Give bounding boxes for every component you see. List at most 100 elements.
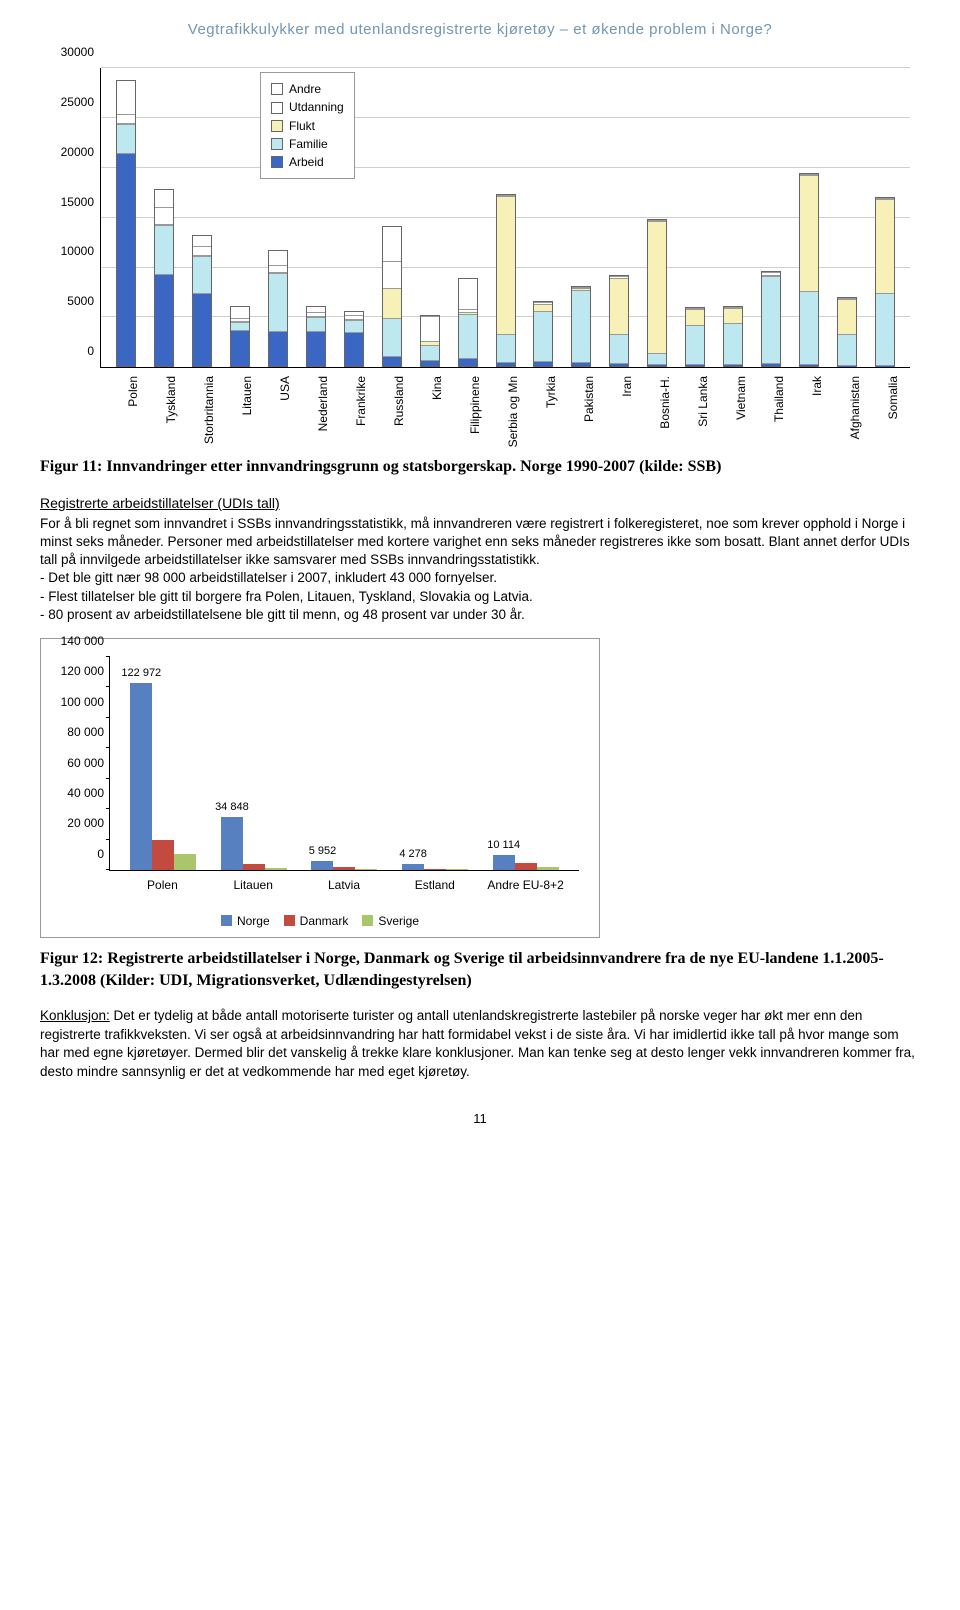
chart2-legend-item: Danmark <box>284 913 349 929</box>
chart1-bar <box>458 278 478 368</box>
chart1-bar <box>609 275 629 368</box>
page-header: Vegtrafikkulykker med utenlandsregistrer… <box>40 20 920 40</box>
udi-para1: For å bli regnet som innvandret i SSBs i… <box>40 516 910 567</box>
konklusjon-label: Konklusjon: <box>40 1008 110 1023</box>
chart1-bar <box>420 315 440 367</box>
chart1-bar <box>723 306 743 367</box>
chart2-xlabel: Estland <box>389 877 480 893</box>
chart1-xlabel: Iran <box>600 370 638 448</box>
chart2-bar <box>424 869 446 870</box>
chart2-legend: Norge Danmark Sverige <box>41 913 599 929</box>
chart2-bar <box>355 869 377 870</box>
chart2-xlabel: Andre EU-8+2 <box>480 877 571 893</box>
chart1: 050001000015000200002500030000 PolenTysk… <box>40 58 920 448</box>
chart2-ytick: 120 000 <box>50 663 104 679</box>
udi-title: Registrerte arbeidstillatelser (UDIs tal… <box>40 494 920 513</box>
chart1-xlabel: Bosnia-H. <box>638 370 676 448</box>
chart1-xlabel: Litauen <box>220 370 258 448</box>
chart1-bar <box>344 311 364 367</box>
chart1-bar <box>382 226 402 368</box>
chart2-group: 34 848 <box>209 657 300 870</box>
chart1-xlabel: Polen <box>106 370 144 448</box>
chart1-bar <box>306 306 326 367</box>
chart1-xlabel: Sri Lanka <box>676 370 714 448</box>
chart2-ytick: 20 000 <box>50 815 104 831</box>
chart2: 020 00040 00060 00080 000100 000120 0001… <box>40 638 600 938</box>
chart2-value-label: 5 952 <box>309 844 337 861</box>
chart2-ytick: 60 000 <box>50 754 104 770</box>
chart1-ytick: 20000 <box>46 144 94 160</box>
chart1-bar <box>192 235 212 368</box>
chart1-bar <box>533 301 553 367</box>
chart1-bar <box>116 80 136 367</box>
chart1-legend: AndreUtdanningFluktFamilieArbeid <box>260 72 355 179</box>
chart1-bar <box>685 307 705 367</box>
chart2-bar <box>333 867 355 870</box>
chart2-group: 5 952 <box>299 657 390 870</box>
chart1-xlabel: Storbritannia <box>182 370 220 448</box>
chart1-ytick: 0 <box>46 343 94 359</box>
chart1-xlabel: Serbia og Mn <box>486 370 524 448</box>
chart1-bar <box>268 250 288 368</box>
chart1-xlabel: Tyskland <box>144 370 182 448</box>
chart1-xlabel: Thailand <box>752 370 790 448</box>
fig12-caption: Figur 12: Registrerte arbeidstillatelser… <box>40 948 920 991</box>
chart2-ytick: 140 000 <box>50 633 104 649</box>
chart2-bar <box>152 840 174 870</box>
chart1-xlabel: Irak <box>790 370 828 448</box>
chart2-bar: 34 848 <box>221 817 243 870</box>
chart2-bar <box>537 867 559 870</box>
chart1-bar <box>647 219 667 368</box>
chart1-legend-item: Andre <box>271 81 344 97</box>
fig11-caption: Figur 11: Innvandringer etter innvandrin… <box>40 456 920 478</box>
chart1-legend-item: Arbeid <box>271 154 344 170</box>
chart2-group: 4 278 <box>390 657 481 870</box>
chart1-ytick: 5000 <box>46 293 94 309</box>
chart2-value-label: 34 848 <box>215 800 249 817</box>
chart2-bar <box>446 869 468 870</box>
chart1-legend-item: Utdanning <box>271 99 344 115</box>
chart1-ytick: 15000 <box>46 193 94 209</box>
chart1-bar <box>761 271 781 368</box>
chart2-xlabel: Litauen <box>208 877 299 893</box>
chart1-xlabel: Vietnam <box>714 370 752 448</box>
chart1-bar <box>837 297 857 367</box>
chart1-ytick: 10000 <box>46 243 94 259</box>
chart2-bar: 5 952 <box>311 861 333 870</box>
chart2-legend-item: Sverige <box>362 913 419 929</box>
chart2-xlabel: Latvia <box>299 877 390 893</box>
chart1-xlabel: Kina <box>410 370 448 448</box>
udi-b3: - 80 prosent av arbeidstillatelsene ble … <box>40 607 525 622</box>
chart1-xlabel: Afghanistan <box>828 370 866 448</box>
chart1-bar <box>496 194 516 367</box>
chart1-xlabel: Somalia <box>866 370 904 448</box>
chart2-bar <box>265 868 287 870</box>
chart1-ytick: 30000 <box>46 44 94 60</box>
chart2-group: 10 114 <box>480 657 571 870</box>
chart2-bar <box>174 854 196 870</box>
chart2-group: 122 972 <box>118 657 209 870</box>
chart2-value-label: 10 114 <box>487 838 520 855</box>
chart2-bar <box>243 864 265 870</box>
udi-b1: - Det ble gitt nær 98 000 arbeidstillate… <box>40 570 497 585</box>
udi-prose: For å bli regnet som innvandret i SSBs i… <box>40 515 920 624</box>
chart2-bar: 122 972 <box>130 683 152 870</box>
chart2-xlabel: Polen <box>117 877 208 893</box>
chart1-xlabel: USA <box>258 370 296 448</box>
chart1-bar <box>875 197 895 367</box>
chart1-ytick: 25000 <box>46 94 94 110</box>
chart1-xlabel: Russland <box>372 370 410 448</box>
chart1-legend-item: Familie <box>271 136 344 152</box>
konklusjon-text: Det er tydelig at både antall motorisert… <box>40 1008 915 1079</box>
chart1-bar <box>571 286 591 368</box>
chart1-bar <box>230 306 250 367</box>
chart2-ytick: 80 000 <box>50 724 104 740</box>
chart1-xlabel: Tyrkia <box>524 370 562 448</box>
chart2-bar <box>515 863 537 870</box>
chart1-bar <box>799 173 819 367</box>
chart2-ytick: 100 000 <box>50 694 104 710</box>
chart2-legend-item: Norge <box>221 913 270 929</box>
chart2-value-label: 122 972 <box>121 666 161 683</box>
chart1-bar <box>154 189 174 367</box>
konklusjon: Konklusjon: Det er tydelig at både antal… <box>40 1007 920 1082</box>
